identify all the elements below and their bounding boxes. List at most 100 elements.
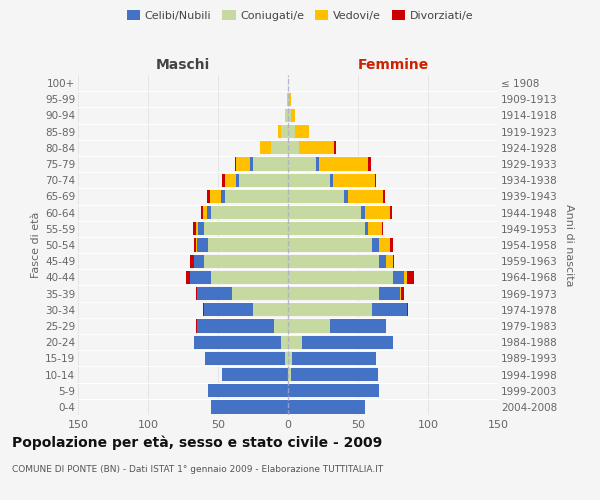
Bar: [333, 174, 375, 187]
Bar: [288, 174, 330, 187]
Bar: [400, 287, 401, 300]
Bar: [211, 206, 288, 220]
Bar: [365, 222, 368, 235]
Bar: [196, 287, 197, 300]
Text: Maschi: Maschi: [156, 58, 210, 72]
Bar: [285, 352, 288, 365]
Bar: [288, 320, 330, 332]
Bar: [288, 303, 372, 316]
Bar: [299, 141, 334, 154]
Bar: [361, 206, 365, 220]
Bar: [225, 174, 236, 187]
Bar: [197, 287, 232, 300]
Bar: [209, 190, 221, 203]
Text: Femmine: Femmine: [358, 58, 428, 72]
Bar: [288, 222, 365, 235]
Bar: [316, 158, 319, 170]
Bar: [330, 320, 386, 332]
Bar: [375, 174, 376, 187]
Y-axis label: Fasce di età: Fasce di età: [31, 212, 41, 278]
Bar: [285, 109, 288, 122]
Bar: [197, 238, 208, 252]
Bar: [372, 238, 379, 252]
Bar: [348, 190, 383, 203]
Bar: [390, 206, 392, 220]
Bar: [193, 222, 196, 235]
Bar: [288, 270, 393, 284]
Bar: [379, 287, 400, 300]
Bar: [407, 270, 414, 284]
Bar: [239, 174, 288, 187]
Bar: [204, 222, 288, 235]
Bar: [330, 174, 333, 187]
Bar: [291, 368, 377, 381]
Y-axis label: Anni di nascita: Anni di nascita: [564, 204, 574, 286]
Bar: [235, 158, 236, 170]
Bar: [379, 238, 390, 252]
Bar: [204, 303, 253, 316]
Bar: [253, 158, 288, 170]
Bar: [344, 190, 348, 203]
Bar: [288, 92, 289, 106]
Bar: [211, 270, 288, 284]
Bar: [260, 141, 271, 154]
Bar: [288, 190, 344, 203]
Bar: [236, 174, 239, 187]
Bar: [372, 303, 407, 316]
Bar: [186, 270, 190, 284]
Bar: [203, 303, 204, 316]
Bar: [194, 238, 196, 252]
Bar: [204, 254, 288, 268]
Bar: [295, 125, 309, 138]
Bar: [393, 270, 404, 284]
Bar: [368, 222, 382, 235]
Bar: [288, 109, 291, 122]
Bar: [407, 303, 409, 316]
Bar: [222, 368, 288, 381]
Bar: [197, 320, 274, 332]
Bar: [236, 158, 250, 170]
Bar: [334, 141, 335, 154]
Bar: [281, 336, 288, 349]
Bar: [208, 384, 288, 398]
Bar: [288, 206, 361, 220]
Bar: [288, 254, 379, 268]
Bar: [274, 320, 288, 332]
Bar: [190, 270, 211, 284]
Bar: [288, 384, 379, 398]
Bar: [207, 190, 209, 203]
Text: Popolazione per età, sesso e stato civile - 2009: Popolazione per età, sesso e stato civil…: [12, 435, 382, 450]
Bar: [287, 92, 288, 106]
Bar: [288, 238, 372, 252]
Bar: [208, 238, 288, 252]
Bar: [271, 141, 288, 154]
Bar: [205, 352, 285, 365]
Bar: [201, 206, 203, 220]
Bar: [288, 141, 299, 154]
Bar: [292, 352, 376, 365]
Bar: [401, 287, 404, 300]
Bar: [222, 174, 225, 187]
Bar: [225, 190, 288, 203]
Bar: [291, 109, 295, 122]
Bar: [288, 125, 295, 138]
Bar: [203, 206, 207, 220]
Bar: [386, 254, 393, 268]
Bar: [250, 158, 253, 170]
Bar: [221, 190, 225, 203]
Legend: Celibi/Nubili, Coniugati/e, Vedovi/e, Divorziati/e: Celibi/Nubili, Coniugati/e, Vedovi/e, Di…: [122, 6, 478, 25]
Bar: [232, 287, 288, 300]
Bar: [196, 238, 197, 252]
Bar: [288, 287, 379, 300]
Bar: [382, 222, 383, 235]
Bar: [379, 254, 386, 268]
Bar: [302, 336, 393, 349]
Bar: [365, 206, 390, 220]
Bar: [211, 400, 288, 413]
Text: COMUNE DI PONTE (BN) - Dati ISTAT 1° gennaio 2009 - Elaborazione TUTTITALIA.IT: COMUNE DI PONTE (BN) - Dati ISTAT 1° gen…: [12, 465, 383, 474]
Bar: [199, 222, 204, 235]
Bar: [368, 158, 371, 170]
Bar: [196, 222, 199, 235]
Bar: [190, 254, 194, 268]
Bar: [194, 336, 281, 349]
